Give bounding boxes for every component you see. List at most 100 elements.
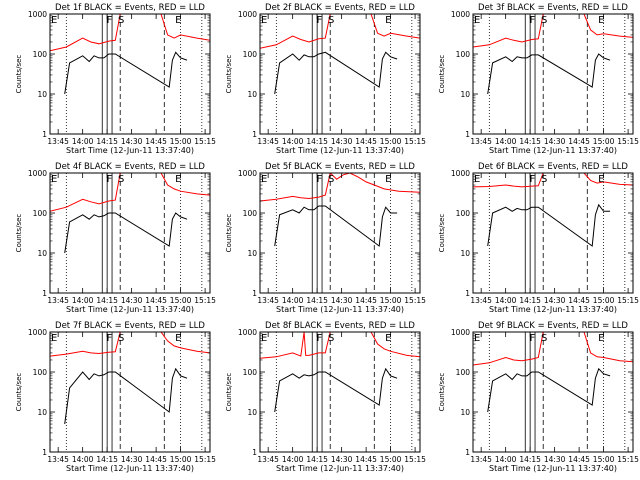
y-axis-label: Counts/sec (15, 373, 23, 412)
marker-label: F (107, 15, 113, 26)
x-tick-label: 15:00 (380, 296, 402, 305)
marker-label: E (261, 174, 267, 185)
marker-label: F (317, 174, 323, 185)
x-tick-label: 14:15 (96, 455, 118, 464)
y-axis-label: Counts/sec (15, 55, 23, 94)
lld-series-line (50, 173, 210, 212)
y-tick-label: 1000 (238, 10, 257, 19)
panel-4: Det 4f BLACK = Events, RED = LLD E F S E 1 10 1… (15, 162, 216, 314)
y-tick-label: 100 (456, 50, 471, 59)
y-axis-label: Counts/sec (438, 55, 446, 94)
x-axis-label: Start Time (12-Jun-11 13:37:40) (276, 305, 404, 314)
marker-label: F (317, 15, 323, 26)
marker-label: F (317, 333, 323, 344)
panel-title: Det 3f BLACK = Events, RED = LLD (478, 3, 628, 13)
x-tick-label: 14:00 (72, 296, 94, 305)
x-tick-label: 15:00 (380, 137, 402, 146)
y-axis-label: Counts/sec (225, 214, 233, 253)
marker-label: S (118, 15, 124, 26)
y-tick-label: 1 (465, 130, 470, 139)
events-series-line (64, 212, 188, 254)
y-tick-label: 10 (460, 90, 470, 99)
x-axis-label: Start Time (12-Jun-11 13:37:40) (66, 146, 194, 155)
x-tick-label: 14:00 (495, 455, 517, 464)
y-tick-label: 10 (247, 90, 257, 99)
events-series-line (487, 367, 611, 413)
x-tick-label: 14:15 (519, 137, 541, 146)
plot-frame (49, 331, 211, 453)
x-tick-label: 13:45 (47, 296, 69, 305)
y-tick-label: 1 (252, 130, 257, 139)
x-tick-label: 14:30 (544, 296, 566, 305)
plot-area (50, 14, 210, 134)
x-tick-label: 14:45 (145, 455, 167, 464)
marker-label: E (261, 15, 267, 26)
y-tick-label: 10 (247, 408, 257, 417)
y-tick-label: 10 (37, 249, 47, 258)
x-tick-label: 14:15 (519, 455, 541, 464)
x-tick-label: 15:15 (617, 455, 639, 464)
events-series-line (64, 51, 188, 95)
y-tick-label: 1000 (451, 10, 470, 19)
events-series-line (487, 203, 611, 247)
panel-title: Det 5f BLACK = Events, RED = LLD (265, 162, 415, 172)
marker-label: S (328, 333, 334, 344)
x-axis-label: Start Time (12-Jun-11 13:37:40) (489, 464, 617, 473)
y-axis-label: Counts/sec (438, 214, 446, 253)
lld-series-line (473, 173, 633, 188)
panel-9: Det 9f BLACK = Events, RED = LLD E F S E 1 10 1… (438, 321, 639, 473)
plot-frame (49, 172, 211, 294)
x-tick-label: 14:30 (121, 137, 143, 146)
y-tick-label: 1 (42, 289, 47, 298)
y-tick-label: 1 (42, 130, 47, 139)
x-tick-label: 15:15 (194, 296, 216, 305)
y-tick-label: 10 (37, 408, 47, 417)
marker-label: E (175, 15, 181, 26)
panel-title: Det 9f BLACK = Events, RED = LLD (478, 321, 628, 331)
panel-7: Det 7f BLACK = Events, RED = LLD E F S E 1 10 1… (15, 321, 216, 473)
plot-area (260, 14, 420, 134)
y-tick-label: 1000 (28, 328, 47, 337)
x-tick-label: 14:00 (282, 455, 304, 464)
marker-label: F (107, 333, 113, 344)
y-axis-label: Counts/sec (225, 373, 233, 412)
x-tick-label: 15:15 (404, 137, 426, 146)
marker-label: E (474, 15, 480, 26)
y-tick-label: 100 (33, 209, 48, 218)
x-tick-label: 14:30 (331, 296, 353, 305)
y-tick-label: 1 (465, 448, 470, 457)
y-axis-label: Counts/sec (15, 214, 23, 253)
y-tick-label: 1000 (28, 10, 47, 19)
x-tick-label: 14:15 (96, 137, 118, 146)
events-series-line (64, 367, 188, 425)
marker-label: E (474, 174, 480, 185)
y-tick-label: 100 (243, 209, 258, 218)
x-tick-label: 14:15 (519, 296, 541, 305)
y-tick-label: 1000 (238, 169, 257, 178)
plot-frame (259, 172, 421, 294)
x-tick-label: 14:45 (145, 296, 167, 305)
plot-area (473, 14, 633, 134)
x-tick-label: 14:30 (121, 296, 143, 305)
marker-label: S (328, 174, 334, 185)
plot-frame (472, 13, 634, 135)
marker-label: F (530, 174, 536, 185)
panel-title: Det 4f BLACK = Events, RED = LLD (55, 162, 205, 172)
y-tick-label: 1000 (451, 328, 470, 337)
x-tick-label: 15:00 (593, 137, 615, 146)
x-tick-label: 14:15 (306, 296, 328, 305)
plot-area (473, 173, 633, 293)
x-tick-label: 14:00 (282, 296, 304, 305)
panel-6: Det 6f BLACK = Events, RED = LLD E F S E 1 10 1… (438, 162, 639, 314)
y-axis-label: Counts/sec (225, 55, 233, 94)
y-tick-label: 10 (460, 408, 470, 417)
lld-series-line (473, 14, 633, 48)
plot-area (50, 332, 210, 452)
y-tick-label: 1000 (238, 328, 257, 337)
y-tick-label: 1000 (28, 169, 47, 178)
panel-1: Det 1f BLACK = Events, RED = LLD E F S E 1 10 1… (15, 3, 216, 155)
y-tick-label: 10 (37, 90, 47, 99)
x-axis-label: Start Time (12-Jun-11 13:37:40) (489, 146, 617, 155)
marker-label: E (598, 333, 604, 344)
x-tick-label: 14:30 (121, 455, 143, 464)
